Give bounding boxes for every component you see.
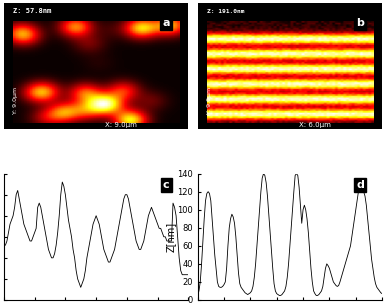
Text: X: 6.0μm: X: 6.0μm <box>299 122 331 128</box>
Text: d: d <box>356 180 364 190</box>
Text: a: a <box>163 18 170 28</box>
Text: Z: 57.8nm: Z: 57.8nm <box>13 8 51 14</box>
Text: Z: 191.0nm: Z: 191.0nm <box>207 9 244 14</box>
Text: b: b <box>356 18 364 28</box>
Text: Y: 9.0μm: Y: 9.0μm <box>207 87 212 114</box>
Text: Y: 9.0μm: Y: 9.0μm <box>13 87 18 114</box>
Text: X: 9.0μm: X: 9.0μm <box>105 122 137 128</box>
Text: c: c <box>163 180 169 190</box>
Y-axis label: Z[nm]: Z[nm] <box>166 222 176 252</box>
